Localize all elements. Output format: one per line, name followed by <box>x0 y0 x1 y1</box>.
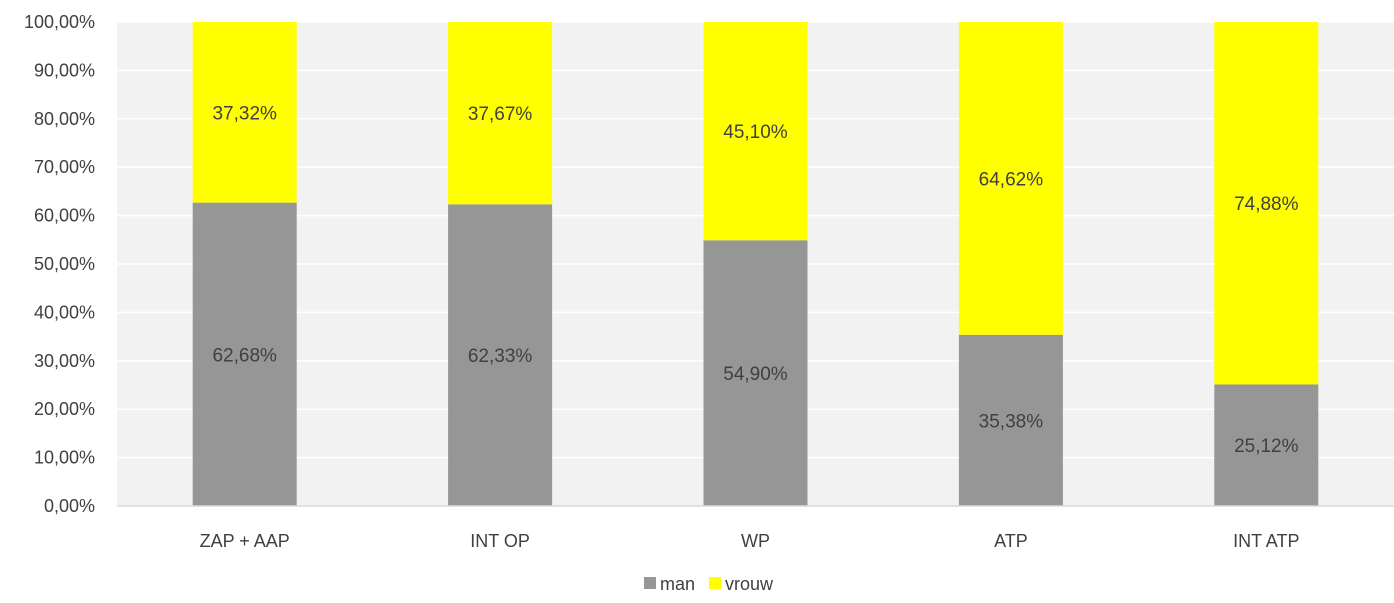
legend-swatch <box>644 577 656 589</box>
x-tick-label: ZAP + AAP <box>200 531 290 551</box>
bar-man-1 <box>448 204 553 506</box>
data-label-man: 25,12% <box>1234 436 1299 457</box>
legend-label: man <box>660 574 695 594</box>
bar-man-4 <box>1214 384 1319 506</box>
bars <box>192 22 1319 507</box>
y-tick-label: 100,00% <box>24 12 95 32</box>
data-label-man: 35,38% <box>979 411 1044 432</box>
y-tick-label: 80,00% <box>34 109 95 129</box>
y-tick-label: 30,00% <box>34 351 95 371</box>
data-label-man: 62,33% <box>468 346 533 367</box>
bar-vrouw-3 <box>958 22 1063 335</box>
bar-man-3 <box>958 334 1063 506</box>
x-tick-label: INT ATP <box>1233 531 1299 551</box>
y-tick-label: 40,00% <box>34 302 95 322</box>
legend: man vrouw <box>644 574 774 594</box>
data-label-vrouw: 37,67% <box>468 104 533 125</box>
y-tick-label: 60,00% <box>34 206 95 226</box>
legend-item-vrouw: vrouw <box>709 574 774 594</box>
bar-vrouw-4 <box>1214 22 1319 385</box>
bar-man-0 <box>192 202 297 507</box>
data-label-man: 62,68% <box>212 345 277 366</box>
data-label-vrouw: 37,32% <box>212 103 277 124</box>
y-tick-label: 50,00% <box>34 254 95 274</box>
x-axis: ZAP + AAP INT OP WP ATP INT ATP <box>117 505 1394 551</box>
data-label-vrouw: 64,62% <box>979 169 1044 190</box>
legend-item-man: man <box>644 574 695 594</box>
x-tick-label: ATP <box>994 531 1028 551</box>
bar-man-2 <box>703 240 808 506</box>
y-tick-label: 10,00% <box>34 448 95 468</box>
legend-swatch <box>709 577 722 589</box>
y-tick-label: 90,00% <box>34 60 95 80</box>
bar-vrouw-2 <box>703 22 808 241</box>
bar-vrouw-0 <box>192 22 297 203</box>
data-label-vrouw: 74,88% <box>1234 194 1299 215</box>
data-labels: 62,68% 37,32% 62,33% 37,67% 54,90% 45,10% 35,3… <box>212 103 1298 457</box>
x-tick-label: WP <box>741 531 770 551</box>
data-label-vrouw: 45,10% <box>723 122 788 143</box>
y-axis: 0,00% 10,00% 20,00% 30,00% 40,00% 50,00% 60,00… <box>24 12 95 516</box>
y-tick-label: 0,00% <box>44 496 95 516</box>
y-tick-label: 70,00% <box>34 157 95 177</box>
legend-label: vrouw <box>725 574 774 594</box>
y-tick-label: 20,00% <box>34 399 95 419</box>
x-tick-label: INT OP <box>470 531 530 551</box>
bar-vrouw-1 <box>448 22 553 205</box>
data-label-man: 54,90% <box>723 364 788 385</box>
